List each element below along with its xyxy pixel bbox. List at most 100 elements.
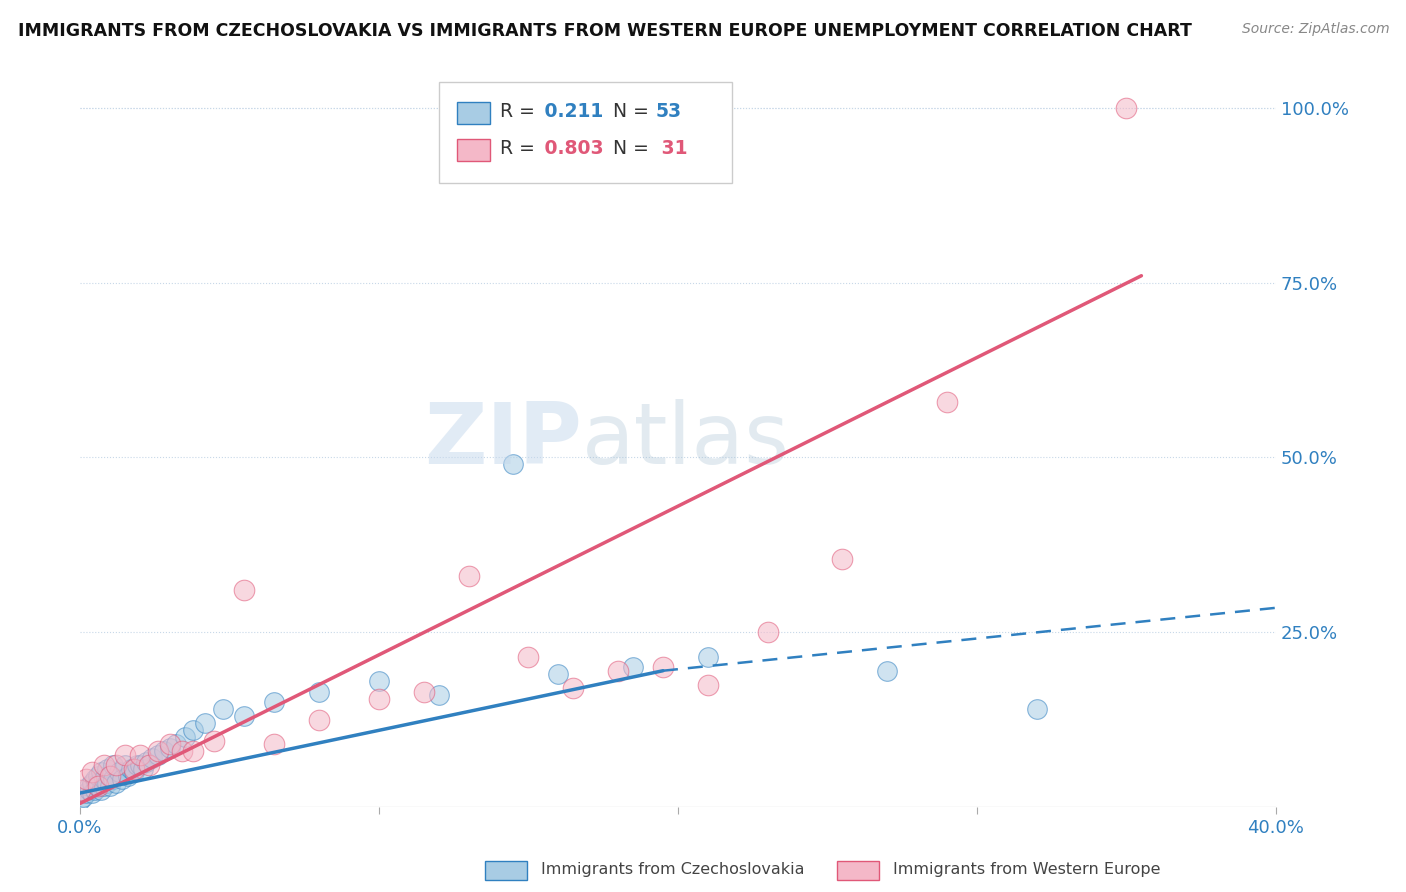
Point [204,733,226,747]
Point [80,765,103,780]
Point [104,758,127,772]
Point [212,702,235,716]
Point [233,583,256,598]
Point [96,762,118,776]
Point [87,779,110,793]
Point [125,758,148,772]
Point [122,765,145,780]
Point [87,779,110,793]
Point [517,649,540,664]
Point [1115,101,1137,115]
FancyBboxPatch shape [457,103,491,124]
Point [101,758,124,772]
Point [1025,702,1047,716]
Point [114,758,136,772]
Point [457,569,479,583]
Point [756,625,779,640]
Point [173,730,195,744]
Point [135,755,157,769]
Point [114,747,136,762]
Point [128,758,150,772]
Text: IMMIGRANTS FROM CZECHOSLOVAKIA VS IMMIGRANTS FROM WESTERN EUROPE UNEMPLOYMENT CO: IMMIGRANTS FROM CZECHOSLOVAKIA VS IMMIGR… [18,22,1192,40]
Point [69,782,91,797]
Point [183,723,205,738]
Point [696,678,718,692]
Point [93,772,115,786]
Text: 0.211: 0.211 [538,103,603,121]
Point [90,765,112,780]
Point [80,786,103,800]
Point [146,744,169,758]
Point [233,709,256,723]
Text: N =: N = [602,103,655,121]
Point [159,737,181,751]
Point [308,713,330,727]
Point [621,660,644,674]
Point [194,716,217,731]
Point [547,667,569,681]
Point [502,458,524,472]
FancyBboxPatch shape [457,139,491,161]
Point [263,695,285,709]
Point [83,782,105,797]
Point [77,779,100,793]
Text: Immigrants from Czechoslovakia: Immigrants from Czechoslovakia [541,863,804,877]
Point [107,765,129,780]
Text: 31: 31 [655,139,688,158]
Point [367,674,389,689]
Point [170,744,193,758]
Point [90,782,112,797]
Point [308,684,330,698]
Text: N =: N = [602,139,655,158]
Point [652,660,675,674]
Point [607,664,630,678]
Point [562,681,585,696]
Point [83,772,105,786]
Text: R =: R = [499,103,540,121]
Point [263,737,285,751]
Point [412,684,434,698]
Point [96,775,118,789]
Point [138,758,160,772]
Point [427,688,450,702]
Point [98,769,121,783]
Point [876,664,898,678]
Point [93,758,115,772]
Text: atlas: atlas [582,399,790,482]
Point [98,779,121,793]
Point [101,772,124,786]
Point [696,649,718,664]
Point [111,772,134,786]
Point [831,552,853,566]
Point [117,769,139,783]
Point [128,747,150,762]
Point [69,793,91,807]
Point [93,779,115,793]
Point [87,775,110,789]
Point [75,772,97,786]
Point [141,751,163,765]
Point [72,789,94,804]
Point [104,775,127,789]
Text: 0.803: 0.803 [538,139,603,158]
Point [98,769,121,783]
Point [146,747,169,762]
Text: 53: 53 [655,103,682,121]
Point [159,740,181,755]
Text: ZIP: ZIP [425,399,582,482]
Point [936,394,959,409]
Text: R =: R = [499,139,540,158]
Point [120,762,142,776]
Text: Immigrants from Western Europe: Immigrants from Western Europe [893,863,1160,877]
Point [80,775,103,789]
Point [87,769,110,783]
Point [183,744,205,758]
Text: Source: ZipAtlas.com: Source: ZipAtlas.com [1241,22,1389,37]
FancyBboxPatch shape [439,82,731,183]
Point [367,691,389,706]
Point [131,762,153,776]
Point [165,737,187,751]
Point [77,782,100,797]
Point [75,786,97,800]
Point [152,744,174,758]
